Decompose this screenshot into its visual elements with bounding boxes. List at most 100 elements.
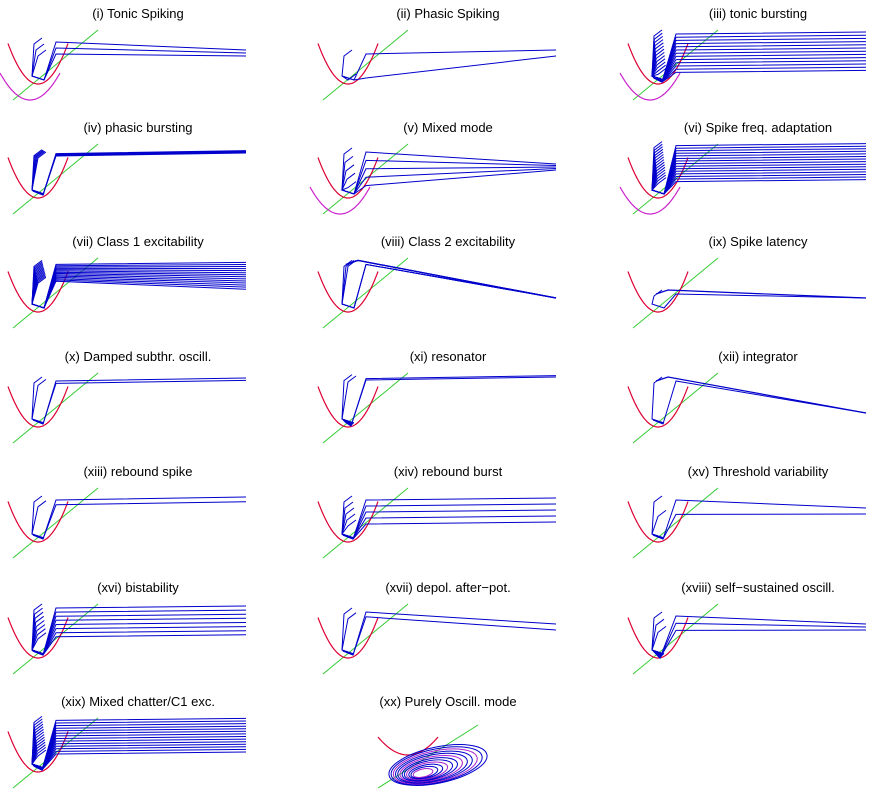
phase-portrait-plot (7, 257, 247, 329)
trajectory-line (651, 626, 867, 659)
v-nullcline-curve (317, 617, 379, 659)
panel-title: (xi) resonator (409, 349, 487, 364)
panel-title: (v) Mixed mode (403, 120, 493, 135)
phase-portrait-plot (7, 487, 247, 559)
trajectory-line (31, 43, 247, 81)
u-nullcline-line (322, 143, 409, 215)
panel-title: (xii) integrator (718, 349, 798, 364)
v-nullcline-curve (317, 271, 379, 313)
phase-portrait-panel: (xiii) rebound spike (7, 464, 268, 576)
trajectory-line (651, 376, 867, 425)
trajectory-line (31, 37, 247, 81)
panel-title: (ix) Spike latency (708, 234, 808, 249)
trajectory-line (651, 495, 867, 540)
panel-title: (xiii) rebound spike (83, 464, 193, 479)
trajectory-line (31, 150, 247, 196)
trajectory-line (651, 177, 867, 195)
trajectory-line (31, 632, 247, 656)
phase-portrait-panel: (xii) integrator (627, 349, 888, 461)
panel-title: (x) Damped subthr. oscill. (64, 349, 212, 364)
phase-portrait-panel: (v) Mixed mode (309, 120, 578, 232)
v-nullcline-alt-curve (619, 186, 681, 215)
u-nullcline-line (632, 603, 719, 675)
trajectory-line (651, 510, 867, 540)
phase-portrait-plot (7, 372, 247, 444)
phase-portrait-plot (317, 603, 557, 675)
u-nullcline-line (322, 29, 409, 101)
trajectory-line (31, 379, 247, 425)
phase-portrait-plot (309, 143, 557, 215)
v-nullcline-curve (317, 157, 379, 199)
trajectory-line (341, 260, 557, 309)
phase-portrait-plot (7, 716, 247, 789)
u-nullcline-line (322, 372, 409, 444)
phase-portrait-panel: (vi) Spike freq. adaptation (619, 120, 888, 232)
trajectory-line (341, 519, 557, 540)
trajectory-line (31, 500, 247, 540)
trajectory-line (31, 628, 247, 656)
panel-title: (xvi) bistability (97, 580, 179, 595)
trajectory-line (651, 172, 867, 195)
panel-title: (xvii) depol. after−pot. (385, 580, 511, 595)
trajectory-line (31, 149, 247, 196)
trajectory-line (31, 151, 247, 196)
v-nullcline-curve (317, 43, 379, 85)
trajectory-line (401, 757, 458, 782)
phase-portrait-panel: (vii) Class 1 excitability (7, 234, 268, 346)
trajectory-line (655, 289, 867, 299)
trajectory-line (406, 761, 449, 781)
panel-title: (vi) Spike freq. adaptation (683, 120, 833, 135)
trajectory-line (408, 763, 444, 780)
phase-portrait-plot (7, 143, 247, 215)
panel-title: (vii) Class 1 excitability (72, 234, 204, 249)
trajectory-line (651, 611, 867, 659)
v-nullcline-curve (627, 157, 689, 199)
trajectory-line (397, 752, 468, 784)
phase-portrait-plot (7, 603, 247, 675)
trajectory-line (392, 748, 478, 785)
u-nullcline-line (12, 717, 99, 789)
v-nullcline-curve (7, 43, 69, 85)
trajectory-line (410, 765, 439, 779)
panel-title: (ii) Phasic Spiking (396, 6, 500, 21)
phase-portrait-panel: (xvii) depol. after−pot. (317, 580, 578, 692)
phase-portrait-panel: (xviii) self−sustained oscill. (627, 580, 888, 692)
phase-portrait-panel: (iii) tonic bursting (619, 6, 888, 118)
phase-portrait-panel: (ix) Spike latency (627, 234, 888, 346)
phase-portrait-plot (619, 29, 867, 101)
trajectory-line (31, 747, 247, 771)
v-nullcline-curve (7, 157, 69, 199)
trajectory-line (341, 260, 557, 309)
phase-portrait-plot (317, 487, 557, 559)
v-nullcline-curve (627, 617, 689, 659)
trajectory-line (31, 49, 247, 81)
trajectory-line (31, 620, 247, 656)
v-nullcline-curve (627, 501, 689, 543)
phase-portrait-plot (627, 487, 867, 559)
phase-portrait-panel: (xi) resonator (317, 349, 578, 461)
u-nullcline-line (632, 257, 719, 329)
panel-title: (iii) tonic bursting (708, 6, 808, 21)
trajectory-line (341, 375, 557, 427)
phase-portrait-panel: (xix) Mixed chatter/C1 exc. (7, 694, 268, 806)
trajectory-line (340, 169, 557, 195)
panel-title: (i) Tonic Spiking (92, 6, 184, 21)
trajectory-line (412, 768, 434, 778)
v-nullcline-alt-curve (619, 72, 681, 101)
phase-portrait-plot (627, 603, 867, 675)
panel-title: (xx) Purely Oscill. mode (379, 694, 517, 709)
v-nullcline-curve (7, 617, 69, 659)
phase-portrait-plot (0, 29, 247, 101)
phase-portrait-panel: (xvi) bistability (7, 580, 268, 692)
phase-portrait-panel: (i) Tonic Spiking (0, 6, 268, 118)
v-nullcline-curve (317, 386, 379, 428)
phase-portrait-plot (619, 141, 867, 215)
phase-portrait-plot (317, 29, 557, 101)
u-nullcline-line (632, 29, 719, 101)
phase-portrait-panel: (x) Damped subthr. oscill. (7, 349, 268, 461)
u-nullcline-line (632, 487, 719, 559)
panel-title: (xiv) rebound burst (393, 464, 503, 479)
v-nullcline-alt-curve (0, 72, 61, 101)
trajectory-line (390, 746, 483, 786)
v-nullcline-alt-curve (309, 186, 371, 215)
